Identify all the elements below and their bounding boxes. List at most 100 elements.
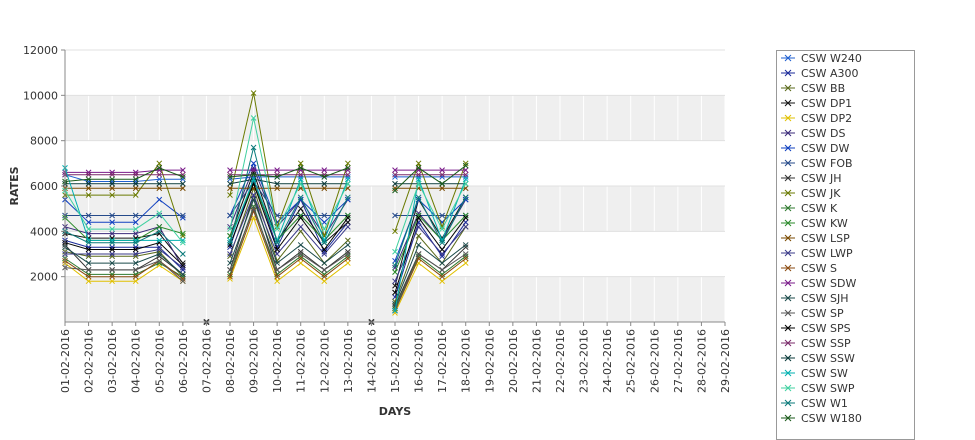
y-axis-title: RATES: [8, 166, 21, 205]
data-point: [392, 289, 398, 296]
x-tick-label: 06-02-2016: [177, 329, 190, 393]
data-point: [415, 174, 422, 180]
legend-marker-icon: [781, 414, 795, 422]
data-point: [156, 251, 163, 257]
legend-label: CSW DP1: [801, 97, 853, 110]
legend-item: CSW SSW: [777, 351, 914, 366]
data-point: [132, 226, 139, 232]
data-point: [439, 219, 445, 226]
data-point: [462, 176, 469, 183]
data-point: [250, 185, 257, 192]
data-point: [462, 167, 469, 173]
data-point: [392, 212, 398, 219]
y-tick-label: 10000: [23, 89, 58, 102]
data-point: [392, 174, 398, 180]
series-line: [64, 182, 467, 293]
data-point: [156, 257, 163, 264]
data-point: [109, 260, 115, 266]
data-point: [180, 180, 186, 187]
data-point: [321, 219, 328, 226]
data-point: [109, 239, 115, 246]
data-point: [462, 223, 469, 230]
x-tick-label: 27-02-2016: [672, 329, 685, 393]
legend-item: CSW JK: [777, 186, 914, 201]
data-point: [109, 230, 115, 237]
data-point: [345, 260, 351, 266]
data-point: [250, 115, 257, 121]
data-point: [109, 271, 115, 278]
data-point: [392, 187, 398, 194]
x-tick-label: 20-02-2016: [507, 329, 520, 393]
legend-marker-icon: [781, 54, 795, 62]
series-line: [64, 165, 467, 191]
data-point: [250, 196, 257, 203]
data-point: [180, 237, 186, 244]
x-tick-label: 24-02-2016: [601, 329, 614, 393]
data-point: [415, 194, 422, 201]
legend-label: CSW A300: [801, 67, 859, 80]
data-point: [132, 176, 139, 183]
data-point: [297, 205, 304, 212]
legend-item: CSW DW: [777, 141, 914, 156]
legend-item: CSW JH: [777, 171, 914, 186]
data-point: [109, 278, 115, 285]
data-point: [109, 267, 115, 273]
data-point: [85, 246, 92, 253]
legend-item: CSW K: [777, 201, 914, 216]
data-point: [180, 214, 186, 221]
data-point: [132, 278, 139, 285]
data-point: [180, 273, 186, 280]
legend-label: CSW DW: [801, 142, 850, 155]
data-point: [85, 278, 92, 285]
legend-marker-icon: [781, 354, 795, 362]
data-point: [156, 160, 163, 167]
legend-marker-icon: [781, 294, 795, 302]
data-point: [85, 212, 92, 219]
data-point: [345, 194, 351, 201]
data-point: [85, 180, 92, 187]
data-point: [274, 273, 280, 280]
legend-item: CSW FOB: [777, 156, 914, 171]
data-point: [109, 244, 115, 251]
series-line: [64, 167, 467, 311]
data-point: [345, 237, 351, 244]
legend-item: CSW KW: [777, 216, 914, 231]
data-point: [180, 271, 186, 278]
data-point: [156, 171, 163, 178]
data-point: [321, 185, 328, 192]
data-point: [227, 192, 233, 198]
data-point: [392, 180, 398, 187]
data-point: [180, 233, 186, 239]
data-point: [109, 176, 115, 183]
data-point: [462, 162, 469, 169]
data-point: [156, 228, 163, 235]
x-tick-label: 29-02-2016: [719, 329, 732, 393]
data-point: [132, 273, 139, 280]
legend-item: CSW A300: [777, 66, 914, 81]
data-point: [392, 167, 398, 173]
data-point: [439, 273, 445, 280]
legend-item: CSW SPS: [777, 321, 914, 336]
data-point: [439, 239, 445, 246]
legend-item: CSW SSP: [777, 336, 914, 351]
data-point: [180, 239, 186, 246]
data-point: [297, 251, 304, 257]
data-point: [156, 210, 163, 217]
legend-marker-icon: [781, 399, 795, 407]
series-line: [64, 207, 466, 311]
legend-label: CSW JH: [801, 172, 842, 185]
data-point: [180, 278, 186, 285]
data-point: [462, 160, 469, 167]
data-point: [132, 180, 139, 187]
data-point: [439, 226, 445, 232]
x-tick-label: 18-02-2016: [460, 329, 473, 393]
data-point: [109, 226, 115, 232]
series-csw-sps: [62, 180, 469, 325]
x-tick-label: 17-02-2016: [436, 329, 449, 393]
data-point: [109, 237, 115, 244]
data-point: [156, 180, 163, 187]
legend-marker-icon: [781, 234, 795, 242]
data-point: [415, 180, 422, 187]
data-point: [109, 219, 115, 226]
x-tick-label: 11-02-2016: [295, 329, 308, 393]
